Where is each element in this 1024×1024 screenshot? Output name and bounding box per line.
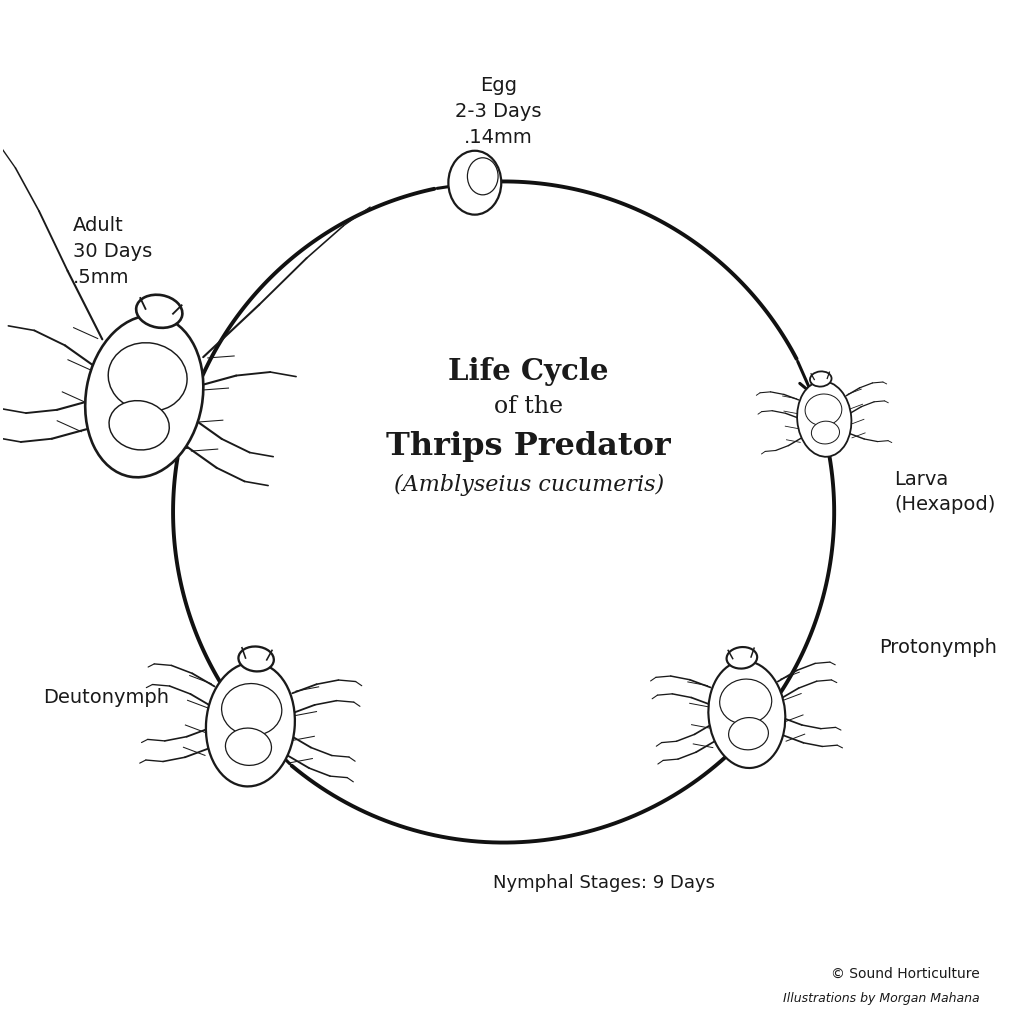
- Ellipse shape: [449, 151, 502, 215]
- Ellipse shape: [206, 663, 295, 786]
- Text: Protonymph: Protonymph: [880, 638, 997, 656]
- Text: © Sound Horticulture: © Sound Horticulture: [830, 967, 979, 981]
- Text: (Amblyseius cucumeris): (Amblyseius cucumeris): [393, 474, 664, 496]
- Ellipse shape: [805, 394, 842, 426]
- Ellipse shape: [720, 679, 772, 724]
- Ellipse shape: [85, 315, 204, 477]
- Text: of the: of the: [495, 395, 563, 419]
- Text: Adult
30 Days
.5mm: Adult 30 Days .5mm: [73, 216, 153, 287]
- Ellipse shape: [136, 295, 182, 328]
- Ellipse shape: [709, 660, 785, 768]
- Ellipse shape: [239, 646, 273, 672]
- Text: Egg
2-3 Days
.14mm: Egg 2-3 Days .14mm: [456, 76, 542, 146]
- Text: Deutonymph: Deutonymph: [43, 688, 169, 707]
- Ellipse shape: [109, 400, 169, 450]
- Ellipse shape: [729, 718, 768, 750]
- Ellipse shape: [810, 372, 831, 387]
- Ellipse shape: [797, 381, 851, 457]
- Text: Thrips Predator: Thrips Predator: [386, 431, 671, 463]
- Ellipse shape: [225, 728, 271, 765]
- Text: Illustrations by Morgan Mahana: Illustrations by Morgan Mahana: [782, 992, 979, 1005]
- Ellipse shape: [221, 684, 282, 735]
- Ellipse shape: [727, 647, 757, 669]
- Text: Larva
(Hexapod): Larva (Hexapod): [894, 470, 995, 514]
- Ellipse shape: [811, 421, 840, 444]
- Text: Life Cycle: Life Cycle: [449, 357, 609, 386]
- Ellipse shape: [109, 343, 187, 412]
- Text: Nymphal Stages: 9 Days: Nymphal Stages: 9 Days: [493, 873, 715, 892]
